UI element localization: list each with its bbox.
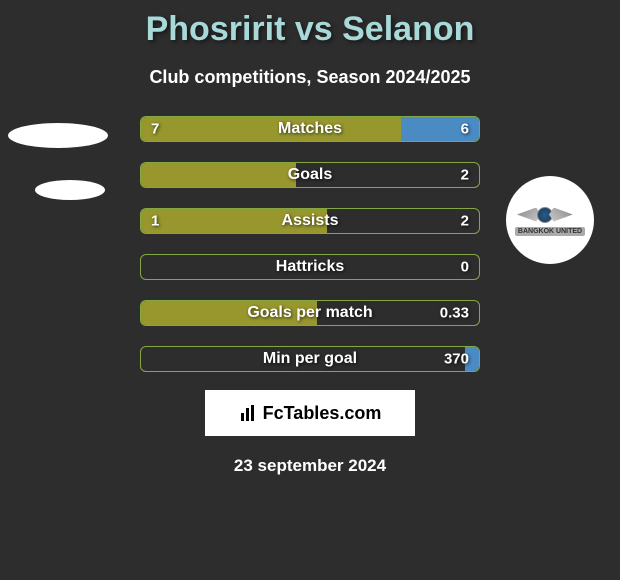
badge-label: BANGKOK UNITED	[515, 227, 585, 236]
stat-label: Min per goal	[263, 350, 357, 368]
stat-value-right: 0	[461, 259, 469, 276]
stat-value-right: 6	[461, 121, 469, 138]
stat-value-right: 370	[444, 351, 469, 368]
stat-label: Hattricks	[276, 258, 344, 276]
player-left-avatar-placeholder-2	[35, 180, 105, 200]
footer-brand-container: FcTables.com	[0, 390, 620, 436]
stat-bar-row: 7 6 Matches	[140, 116, 480, 142]
player-left-avatar-placeholder-1	[8, 123, 108, 148]
stat-label: Goals per match	[247, 304, 372, 322]
stat-bar-row: 370 Min per goal	[140, 346, 480, 372]
comparison-infographic: Phosririt vs Selanon Club competitions, …	[0, 0, 620, 580]
stat-value-right: 2	[461, 213, 469, 230]
page-title: Phosririt vs Selanon	[0, 0, 620, 49]
stat-label: Goals	[288, 166, 332, 184]
stat-bar-row: 0.33 Goals per match	[140, 300, 480, 326]
page-subtitle: Club competitions, Season 2024/2025	[0, 67, 620, 88]
stat-bar-row: 1 2 Assists	[140, 208, 480, 234]
stat-label: Matches	[278, 120, 342, 138]
player-right-club-badge: BANGKOK UNITED	[506, 176, 594, 264]
footer-date: 23 september 2024	[0, 456, 620, 476]
stat-value-left: 1	[151, 213, 159, 230]
fctables-logo: FcTables.com	[205, 390, 415, 436]
stat-label: Assists	[282, 212, 339, 230]
stat-value-right: 0.33	[440, 305, 469, 322]
bufc-wings-icon	[515, 205, 575, 225]
stat-value-left: 7	[151, 121, 159, 138]
bar-left-fill	[141, 163, 296, 187]
stat-bar-row: 0 Hattricks	[140, 254, 480, 280]
barchart-icon	[239, 405, 259, 421]
bar-left-fill	[141, 117, 401, 141]
stat-value-right: 2	[461, 167, 469, 184]
brand-text: FcTables.com	[263, 403, 382, 424]
stat-bar-row: 2 Goals	[140, 162, 480, 188]
